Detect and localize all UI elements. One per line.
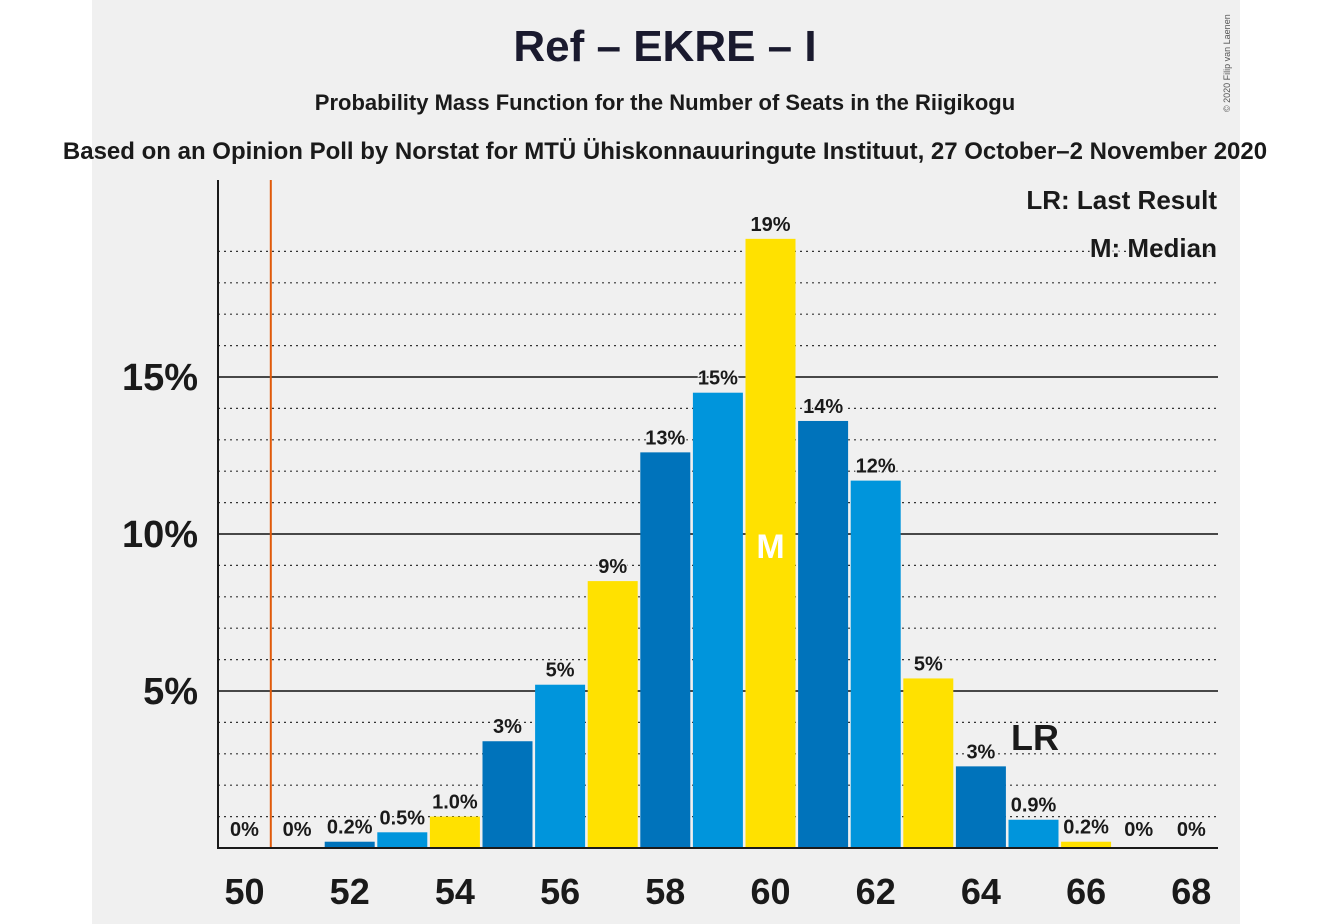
median-marker: M (756, 528, 784, 566)
chart-title: Ref – EKRE – I (513, 22, 817, 71)
y-tick-label: 5% (143, 671, 198, 713)
legend-entry: LR: Last Result (1026, 185, 1217, 215)
data-label: 15% (698, 368, 738, 390)
x-tick-label: 58 (645, 871, 685, 912)
data-label: 13% (645, 427, 685, 449)
bar-seat-64 (955, 766, 1006, 848)
bar-seat-66 (1061, 841, 1112, 848)
x-tick-label: 56 (540, 871, 580, 912)
bar-seat-53 (377, 832, 428, 848)
y-tick-label: 15% (122, 357, 198, 399)
x-tick-label: 52 (330, 871, 370, 912)
data-label: 3% (966, 741, 995, 763)
bar-seat-62 (850, 480, 901, 848)
x-tick-label: 60 (750, 871, 790, 912)
data-label: 0.9% (1011, 795, 1057, 817)
y-tick-label: 10% (122, 514, 198, 556)
x-tick-label: 62 (856, 871, 896, 912)
x-tick-label: 66 (1066, 871, 1106, 912)
chart-source: Based on an Opinion Poll by Norstat for … (62, 138, 1268, 165)
data-label: 12% (856, 456, 896, 478)
data-label: 1.0% (432, 792, 478, 814)
bar-seat-65 (1008, 819, 1059, 848)
last-result-marker: LR (1011, 717, 1059, 758)
data-label: 0% (283, 819, 312, 841)
bar-seat-60 (745, 238, 796, 849)
data-label: 0% (1124, 819, 1153, 841)
data-label: 5% (914, 653, 943, 675)
bar-seat-55 (482, 741, 533, 848)
x-tick-label: 50 (224, 871, 264, 912)
bar-seat-63 (903, 678, 954, 848)
bar-seat-54 (429, 816, 480, 848)
data-label: 5% (546, 660, 575, 682)
data-label: 3% (493, 716, 522, 738)
bar-seat-59 (692, 392, 743, 848)
data-label: 0% (230, 819, 259, 841)
data-label: 14% (803, 396, 843, 418)
bar-seat-61 (798, 420, 849, 848)
bar-seat-56 (535, 684, 586, 848)
x-tick-label: 64 (961, 871, 1001, 912)
bar-seat-57 (587, 581, 638, 848)
x-tick-label: 68 (1171, 871, 1211, 912)
data-label: 0.2% (327, 817, 373, 839)
data-label: 0.5% (380, 807, 426, 829)
bar-seat-58 (640, 452, 691, 848)
x-tick-label: 54 (435, 871, 475, 912)
data-label: 0% (1177, 819, 1206, 841)
chart-subtitle: Probability Mass Function for the Number… (314, 90, 1016, 115)
bar-seat-52 (324, 841, 375, 848)
data-label: 19% (750, 214, 790, 236)
data-label: 9% (598, 556, 627, 578)
legend-entry: M: Median (1090, 233, 1217, 263)
data-label: 0.2% (1063, 817, 1109, 839)
